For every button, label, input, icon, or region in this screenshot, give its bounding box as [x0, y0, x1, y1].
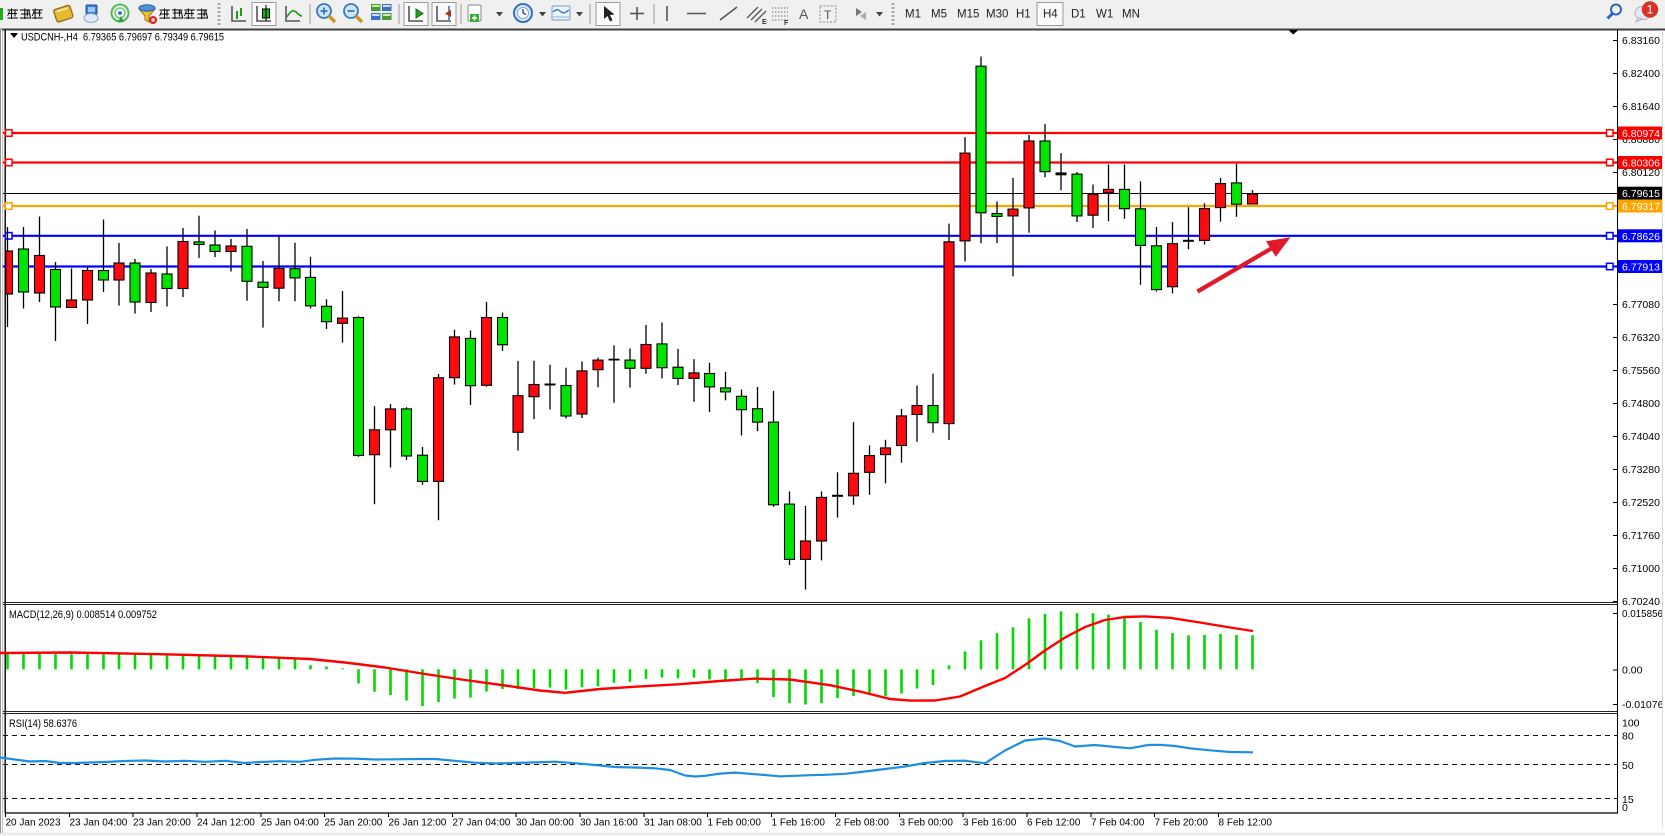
svg-text:26 Jan 12:00: 26 Jan 12:00 [389, 818, 447, 829]
svg-text:M15: M15 [957, 9, 979, 21]
svg-text:100: 100 [1622, 718, 1640, 730]
svg-text:0: 0 [1622, 802, 1628, 814]
svg-text:W1: W1 [1096, 9, 1113, 21]
svg-text:6.74040: 6.74040 [1622, 431, 1660, 443]
svg-text:6.71760: 6.71760 [1622, 530, 1660, 542]
svg-text:31 Jan 08:00: 31 Jan 08:00 [644, 818, 702, 829]
svg-text:A: A [799, 6, 809, 22]
svg-text:6.81640: 6.81640 [1622, 101, 1660, 113]
svg-text:30 Jan 16:00: 30 Jan 16:00 [580, 818, 638, 829]
svg-text:3 Feb 00:00: 3 Feb 00:00 [900, 818, 954, 829]
svg-text:RSI(14) 58.6376: RSI(14) 58.6376 [9, 718, 77, 730]
svg-text:6.80974: 6.80974 [1622, 128, 1660, 140]
svg-text:T: T [824, 8, 832, 22]
svg-text:6.74800: 6.74800 [1622, 398, 1660, 410]
svg-text:M1: M1 [905, 9, 921, 21]
svg-text:H1: H1 [1016, 9, 1031, 21]
svg-text:6.77080: 6.77080 [1622, 299, 1660, 311]
svg-text:6.75560: 6.75560 [1622, 365, 1660, 377]
svg-text:6.73280: 6.73280 [1622, 464, 1660, 476]
svg-text:M30: M30 [986, 9, 1008, 21]
svg-text:F: F [784, 20, 789, 27]
svg-text:6.71000: 6.71000 [1622, 563, 1660, 575]
svg-text:50: 50 [1622, 760, 1634, 772]
svg-text:0.00: 0.00 [1622, 665, 1643, 677]
svg-text:6.78626: 6.78626 [1622, 231, 1660, 243]
svg-text:30 Jan 00:00: 30 Jan 00:00 [516, 818, 574, 829]
svg-text:24 Jan 12:00: 24 Jan 12:00 [197, 818, 255, 829]
svg-text:3 Feb 16:00: 3 Feb 16:00 [963, 818, 1017, 829]
svg-text:25 Jan 20:00: 25 Jan 20:00 [325, 818, 383, 829]
svg-text:6 Feb 12:00: 6 Feb 12:00 [1027, 818, 1081, 829]
svg-text:6.79317: 6.79317 [1622, 201, 1660, 213]
svg-text:20 Jan 2023: 20 Jan 2023 [6, 818, 61, 829]
svg-text:6.82400: 6.82400 [1622, 68, 1660, 80]
svg-text:6.72520: 6.72520 [1622, 497, 1660, 509]
svg-text:0.015856: 0.015856 [1622, 608, 1663, 620]
svg-text:6.80306: 6.80306 [1622, 158, 1660, 170]
svg-text:25 Jan 04:00: 25 Jan 04:00 [261, 818, 319, 829]
svg-text:7 Feb 20:00: 7 Feb 20:00 [1155, 818, 1209, 829]
svg-text:2 Feb 08:00: 2 Feb 08:00 [836, 818, 890, 829]
svg-text:80: 80 [1622, 731, 1634, 743]
svg-text:-0.01076: -0.01076 [1622, 699, 1664, 711]
svg-text:6.80120: 6.80120 [1622, 167, 1660, 179]
svg-text:MACD(12,26,9) 0.008514 0.00975: MACD(12,26,9) 0.008514 0.009752 [9, 609, 157, 621]
svg-text:MN: MN [1122, 9, 1140, 21]
svg-text:23 Jan 04:00: 23 Jan 04:00 [70, 818, 128, 829]
svg-text:7 Feb 04:00: 7 Feb 04:00 [1091, 818, 1145, 829]
svg-text:1: 1 [1647, 3, 1654, 17]
svg-text:1 Feb 00:00: 1 Feb 00:00 [708, 818, 762, 829]
svg-text:D1: D1 [1071, 9, 1086, 21]
svg-text:E: E [762, 19, 767, 26]
svg-text:6.79615: 6.79615 [1622, 188, 1660, 200]
svg-text:USDCNH-,H4 6.79365 6.79697 6.: USDCNH-,H4 6.79365 6.79697 6.79349 6.796… [21, 32, 224, 44]
svg-text:1 Feb 16:00: 1 Feb 16:00 [772, 818, 826, 829]
svg-text:6.70240: 6.70240 [1622, 596, 1660, 608]
svg-text:6.77913: 6.77913 [1622, 262, 1660, 274]
svg-text:M5: M5 [931, 9, 947, 21]
svg-text:27 Jan 04:00: 27 Jan 04:00 [453, 818, 511, 829]
svg-text:23 Jan 20:00: 23 Jan 20:00 [133, 818, 191, 829]
svg-text:8 Feb 12:00: 8 Feb 12:00 [1219, 818, 1273, 829]
svg-text:H4: H4 [1043, 9, 1058, 21]
svg-text:15: 15 [1622, 794, 1634, 806]
svg-text:6.76320: 6.76320 [1622, 332, 1660, 344]
svg-text:6.83160: 6.83160 [1622, 35, 1660, 47]
